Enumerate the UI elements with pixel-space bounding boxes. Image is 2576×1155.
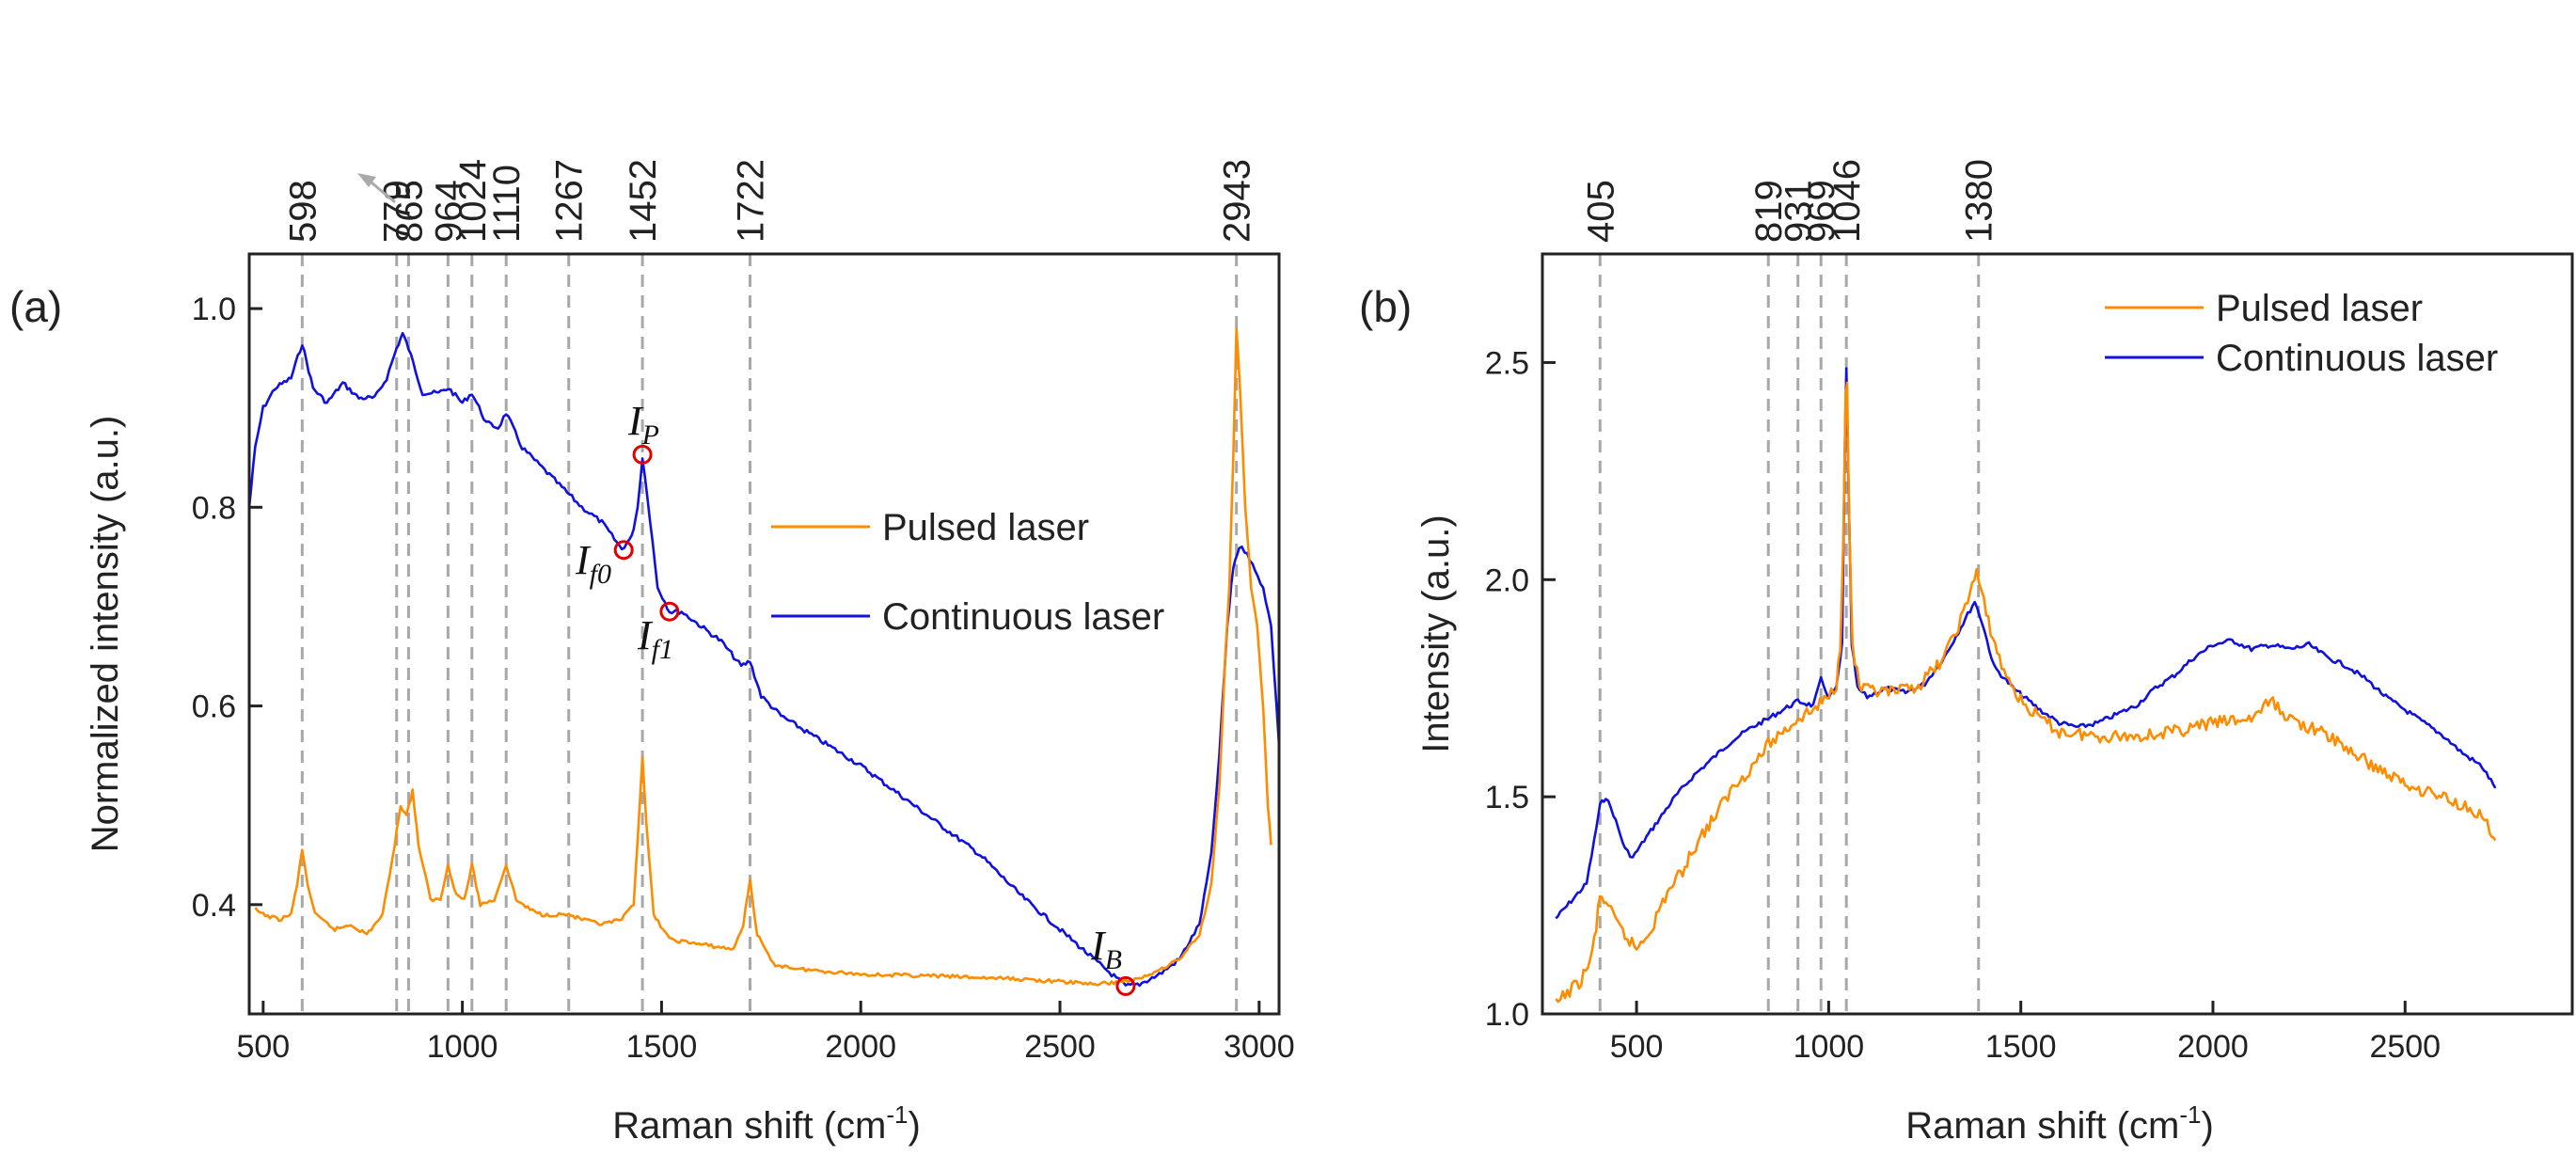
y-tick-label-0.6: 0.6 [192, 689, 236, 725]
panel-b-plot-frame [1541, 252, 2574, 1016]
x-tick-label-500: 500 [236, 1029, 290, 1065]
panel-b-legend: Pulsed laser Continuous laser [2105, 288, 2498, 379]
panel-a-label: (a) [9, 282, 62, 331]
panel-a-series [247, 327, 1281, 988]
series-line-pulsed-laser [1555, 381, 2497, 1004]
peak-label-1110: 1110 [486, 165, 528, 243]
x-tick-label-3000: 3000 [1224, 1029, 1295, 1065]
panel-b-peak-lines [1598, 254, 1981, 1014]
panel-a-y-ticks: 0.4 0.6 0.8 1.0 [192, 292, 262, 924]
panel-a-legend: Pulsed laser Continuous laser [771, 507, 1164, 638]
x-tick-label-2000: 2000 [2177, 1029, 2249, 1065]
panel-a-legend-pulsed-label: Pulsed laser [882, 507, 1089, 548]
peak-label-405: 405 [1580, 180, 1621, 243]
x-tick-label-500: 500 [1610, 1029, 1664, 1065]
peak-label-598: 598 [282, 180, 324, 243]
marker-i-p [632, 444, 653, 465]
peak-label-1380: 1380 [1959, 159, 2000, 243]
peak-label-1452: 1452 [623, 159, 664, 243]
y-tick-label-1.5: 1.5 [1485, 780, 1529, 815]
panel-a-y-axis-label: Normalized intensity (a.u.) [85, 416, 126, 853]
peak-label-931: 931 [1778, 180, 1820, 243]
panel-b-y-ticks: 1.0 1.5 2.0 2.5 [1485, 345, 1556, 1033]
peak-label-1722: 1722 [730, 159, 771, 243]
peak-label-779: 779 [377, 180, 419, 243]
x-tick-label-1500: 1500 [626, 1029, 698, 1065]
panel-a-legend-continuous-label: Continuous laser [882, 596, 1164, 638]
y-tick-label-2.5: 2.5 [1485, 345, 1529, 381]
peak-label-2943: 2943 [1217, 159, 1258, 243]
y-tick-label-1.0: 1.0 [192, 292, 236, 327]
panel-b-legend-pulsed-label: Pulsed laser [2216, 288, 2423, 329]
annotation-i-p: IP [627, 398, 659, 451]
x-tick-label-2500: 2500 [1024, 1029, 1096, 1065]
annotation-i-f0: If0 [575, 537, 611, 590]
panel-a-plot-frame [247, 252, 1281, 1016]
series-line-pulsed-laser [254, 327, 1272, 987]
panel-b-y-axis-label: Intensity (a.u.) [1415, 514, 1457, 752]
y-tick-label-1.0: 1.0 [1485, 997, 1529, 1033]
peak-label-865: 865 [388, 180, 430, 243]
panel-a-pointer-arrowhead [357, 173, 376, 187]
panel-b-legend-continuous-label: Continuous laser [2216, 338, 2498, 379]
y-tick-label-0.4: 0.4 [192, 888, 236, 924]
panel-a-x-axis-label: Raman shift (cm-1) [612, 1100, 921, 1147]
panel-b-x-ticks: 500 1000 1500 2000 2500 [1610, 1001, 2441, 1065]
series-line-continuous-laser [247, 331, 1281, 988]
marker-i-b [1115, 975, 1136, 996]
marker-i-f0 [613, 540, 634, 561]
x-tick-label-1500: 1500 [1985, 1029, 2057, 1065]
peak-label-1267: 1267 [549, 159, 591, 243]
peak-label-1024: 1024 [452, 159, 494, 243]
panel-a-x-ticks: 500 1000 1500 2000 2500 3000 [236, 1001, 1295, 1065]
panel-a-peak-lines [300, 254, 1239, 1014]
panel-a-chart: (a) 500 1000 1500 2000 2500 3000 0.4 0.6 0.8 1.0… [9, 159, 1295, 1147]
panel-b-x-axis-label: Raman shift (cm-1) [1905, 1100, 2214, 1147]
peak-label-969: 969 [1801, 180, 1842, 243]
annotation-i-f1: If1 [637, 612, 673, 665]
x-tick-label-2000: 2000 [825, 1029, 896, 1065]
panel-b-label: (b) [1359, 282, 1412, 331]
marker-i-f1 [659, 601, 680, 622]
x-tick-label-1000: 1000 [427, 1029, 498, 1065]
series-line-continuous-laser [1555, 367, 2497, 920]
panel-b-chart: (b) 500 1000 1500 2000 2500 1.0 1.5 2.0 2.5 405… [1359, 159, 2574, 1147]
x-tick-label-2500: 2500 [2369, 1029, 2441, 1065]
y-tick-label-2.0: 2.0 [1485, 562, 1529, 598]
panel-a-markers [613, 444, 1136, 996]
x-tick-label-1000: 1000 [1794, 1029, 1865, 1065]
peak-label-964: 964 [428, 180, 469, 243]
panel-a-annotations: IP If0 If1 IB [575, 398, 1122, 975]
annotation-i-b: IB [1090, 923, 1122, 975]
y-tick-label-0.8: 0.8 [192, 490, 236, 526]
panel-b-series [1555, 367, 2497, 1004]
peak-label-819: 819 [1748, 180, 1790, 243]
peak-label-1046: 1046 [1826, 159, 1868, 243]
